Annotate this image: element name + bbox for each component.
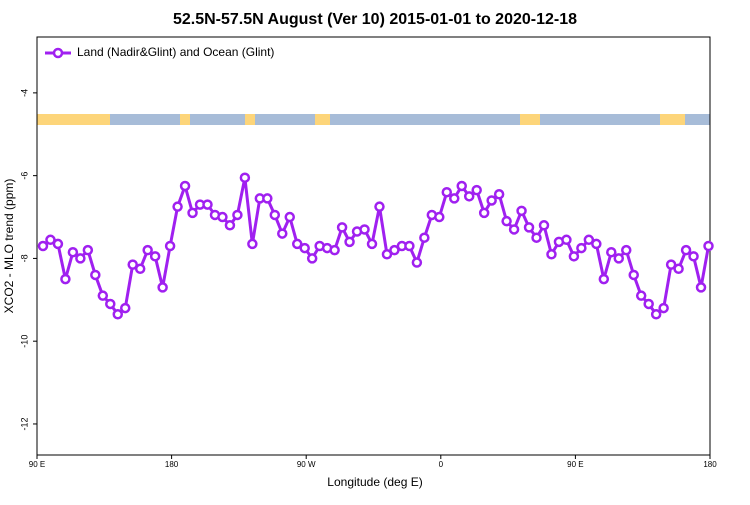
- point: [635, 290, 647, 301]
- point: [82, 244, 94, 256]
- surface-strip: [37, 114, 710, 125]
- y-tick-label: -8: [19, 254, 29, 262]
- point: [112, 309, 124, 320]
- point: [546, 249, 557, 260]
- point: [688, 251, 699, 262]
- y-axis-label: XCO2 - MLO trend (ppm): [2, 179, 16, 314]
- point: [134, 263, 146, 275]
- x-tick-label: 0: [439, 460, 444, 469]
- point: [239, 172, 251, 183]
- point: [404, 240, 415, 252]
- x-tick-label: 90 E: [567, 460, 583, 469]
- y-tick-label: -10: [19, 335, 29, 348]
- point: [583, 234, 595, 246]
- point: [67, 246, 79, 258]
- point: [576, 242, 587, 254]
- point: [680, 244, 692, 256]
- point: [45, 234, 56, 246]
- point: [598, 273, 610, 285]
- point: [381, 249, 393, 260]
- point: [591, 238, 602, 250]
- point: [232, 209, 243, 221]
- point: [628, 269, 639, 281]
- y-tick-label: -12: [19, 417, 29, 430]
- point: [52, 238, 64, 250]
- point: [374, 201, 385, 212]
- x-tick-label: 90 E: [29, 460, 45, 469]
- point: [262, 193, 273, 204]
- point: [105, 298, 116, 310]
- point: [456, 180, 467, 192]
- point: [329, 244, 340, 256]
- point: [501, 215, 512, 227]
- point: [224, 220, 236, 231]
- point: [157, 282, 168, 293]
- point: [561, 234, 572, 246]
- point: [97, 290, 109, 301]
- point: [463, 191, 475, 202]
- point: [478, 207, 490, 219]
- point: [523, 222, 535, 233]
- point: [658, 302, 669, 314]
- point: [359, 224, 370, 235]
- point: [516, 205, 527, 217]
- point: [344, 236, 355, 248]
- chart-title: 52.5N-57.5N August (Ver 10) 2015-01-01 t…: [173, 11, 577, 28]
- point: [299, 242, 310, 254]
- x-tick-label: 180: [165, 460, 179, 469]
- x-axis-label: Longitude (deg E): [327, 475, 422, 489]
- point: [60, 273, 71, 285]
- point: [306, 253, 318, 264]
- point: [673, 263, 684, 275]
- point: [606, 246, 617, 258]
- point: [486, 195, 497, 206]
- point: [643, 298, 654, 310]
- point: [434, 211, 445, 223]
- legend-marker: [52, 47, 64, 59]
- point: [538, 220, 550, 231]
- point: [269, 209, 281, 221]
- x-tick-label: 180: [703, 460, 717, 469]
- point: [568, 251, 580, 262]
- point: [336, 222, 348, 233]
- legend-label: Land (Nadir&Glint) and Ocean (Glint): [77, 45, 274, 59]
- point: [366, 238, 378, 250]
- point: [179, 180, 191, 192]
- point: [419, 232, 430, 243]
- point: [164, 240, 176, 252]
- point: [449, 193, 460, 204]
- point: [411, 257, 423, 268]
- point: [389, 244, 400, 256]
- point: [119, 302, 131, 314]
- point: [620, 244, 632, 256]
- point: [493, 189, 505, 200]
- point: [247, 238, 258, 250]
- point: [172, 201, 183, 212]
- y-tick-label: -6: [19, 172, 29, 180]
- point: [650, 309, 662, 320]
- point: [613, 253, 625, 264]
- point: [127, 259, 138, 270]
- point: [187, 207, 198, 219]
- point: [75, 253, 86, 264]
- point: [202, 199, 213, 210]
- point: [142, 244, 153, 256]
- point: [291, 238, 303, 250]
- point: [217, 211, 228, 223]
- x-tick-label: 90 W: [297, 460, 316, 469]
- point: [703, 240, 714, 252]
- point: [441, 186, 453, 198]
- point: [149, 251, 161, 262]
- point: [665, 259, 677, 270]
- point: [284, 211, 295, 223]
- point: [277, 228, 288, 239]
- point: [90, 269, 101, 281]
- point: [531, 232, 542, 243]
- y-tick-label: -4: [19, 89, 29, 97]
- point: [37, 240, 49, 252]
- point: [695, 282, 707, 293]
- point: [471, 184, 482, 196]
- point: [508, 224, 520, 235]
